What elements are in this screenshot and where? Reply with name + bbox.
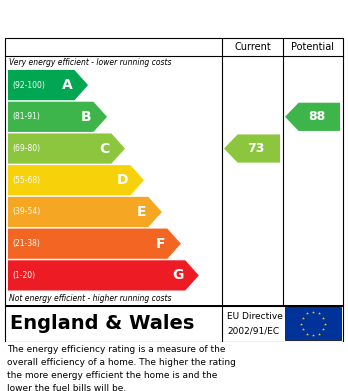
Text: 73: 73 [247, 142, 265, 155]
Text: Current: Current [234, 42, 271, 52]
Text: (21-38): (21-38) [12, 239, 40, 248]
Text: F: F [156, 237, 165, 251]
Text: (69-80): (69-80) [12, 144, 40, 153]
Text: 2002/91/EC: 2002/91/EC [227, 326, 279, 335]
Text: EU Directive: EU Directive [227, 312, 283, 321]
Polygon shape [8, 229, 181, 259]
Bar [285, 307, 341, 340]
Text: (92-100): (92-100) [12, 81, 45, 90]
Text: B: B [81, 110, 92, 124]
Polygon shape [8, 197, 162, 227]
Text: Energy Efficiency Rating: Energy Efficiency Rating [8, 10, 248, 28]
Polygon shape [8, 260, 199, 291]
Text: (39-54): (39-54) [12, 208, 40, 217]
Text: E: E [137, 205, 146, 219]
Text: Very energy efficient - lower running costs: Very energy efficient - lower running co… [9, 58, 172, 67]
Polygon shape [8, 165, 144, 196]
Text: Not energy efficient - higher running costs: Not energy efficient - higher running co… [9, 294, 172, 303]
Polygon shape [8, 70, 88, 100]
Text: (81-91): (81-91) [12, 112, 40, 121]
Text: The energy efficiency rating is a measure of the
overall efficiency of a home. T: The energy efficiency rating is a measur… [7, 345, 236, 391]
Polygon shape [8, 133, 125, 164]
Text: England & Wales: England & Wales [10, 314, 195, 333]
Text: G: G [172, 268, 183, 282]
Text: A: A [62, 78, 72, 92]
Polygon shape [224, 135, 280, 163]
Text: 88: 88 [308, 110, 325, 123]
Text: C: C [99, 142, 109, 156]
Text: (1-20): (1-20) [12, 271, 35, 280]
Polygon shape [285, 103, 340, 131]
Polygon shape [8, 102, 107, 132]
Text: D: D [117, 173, 128, 187]
Text: (55-68): (55-68) [12, 176, 40, 185]
Text: Potential: Potential [292, 42, 334, 52]
